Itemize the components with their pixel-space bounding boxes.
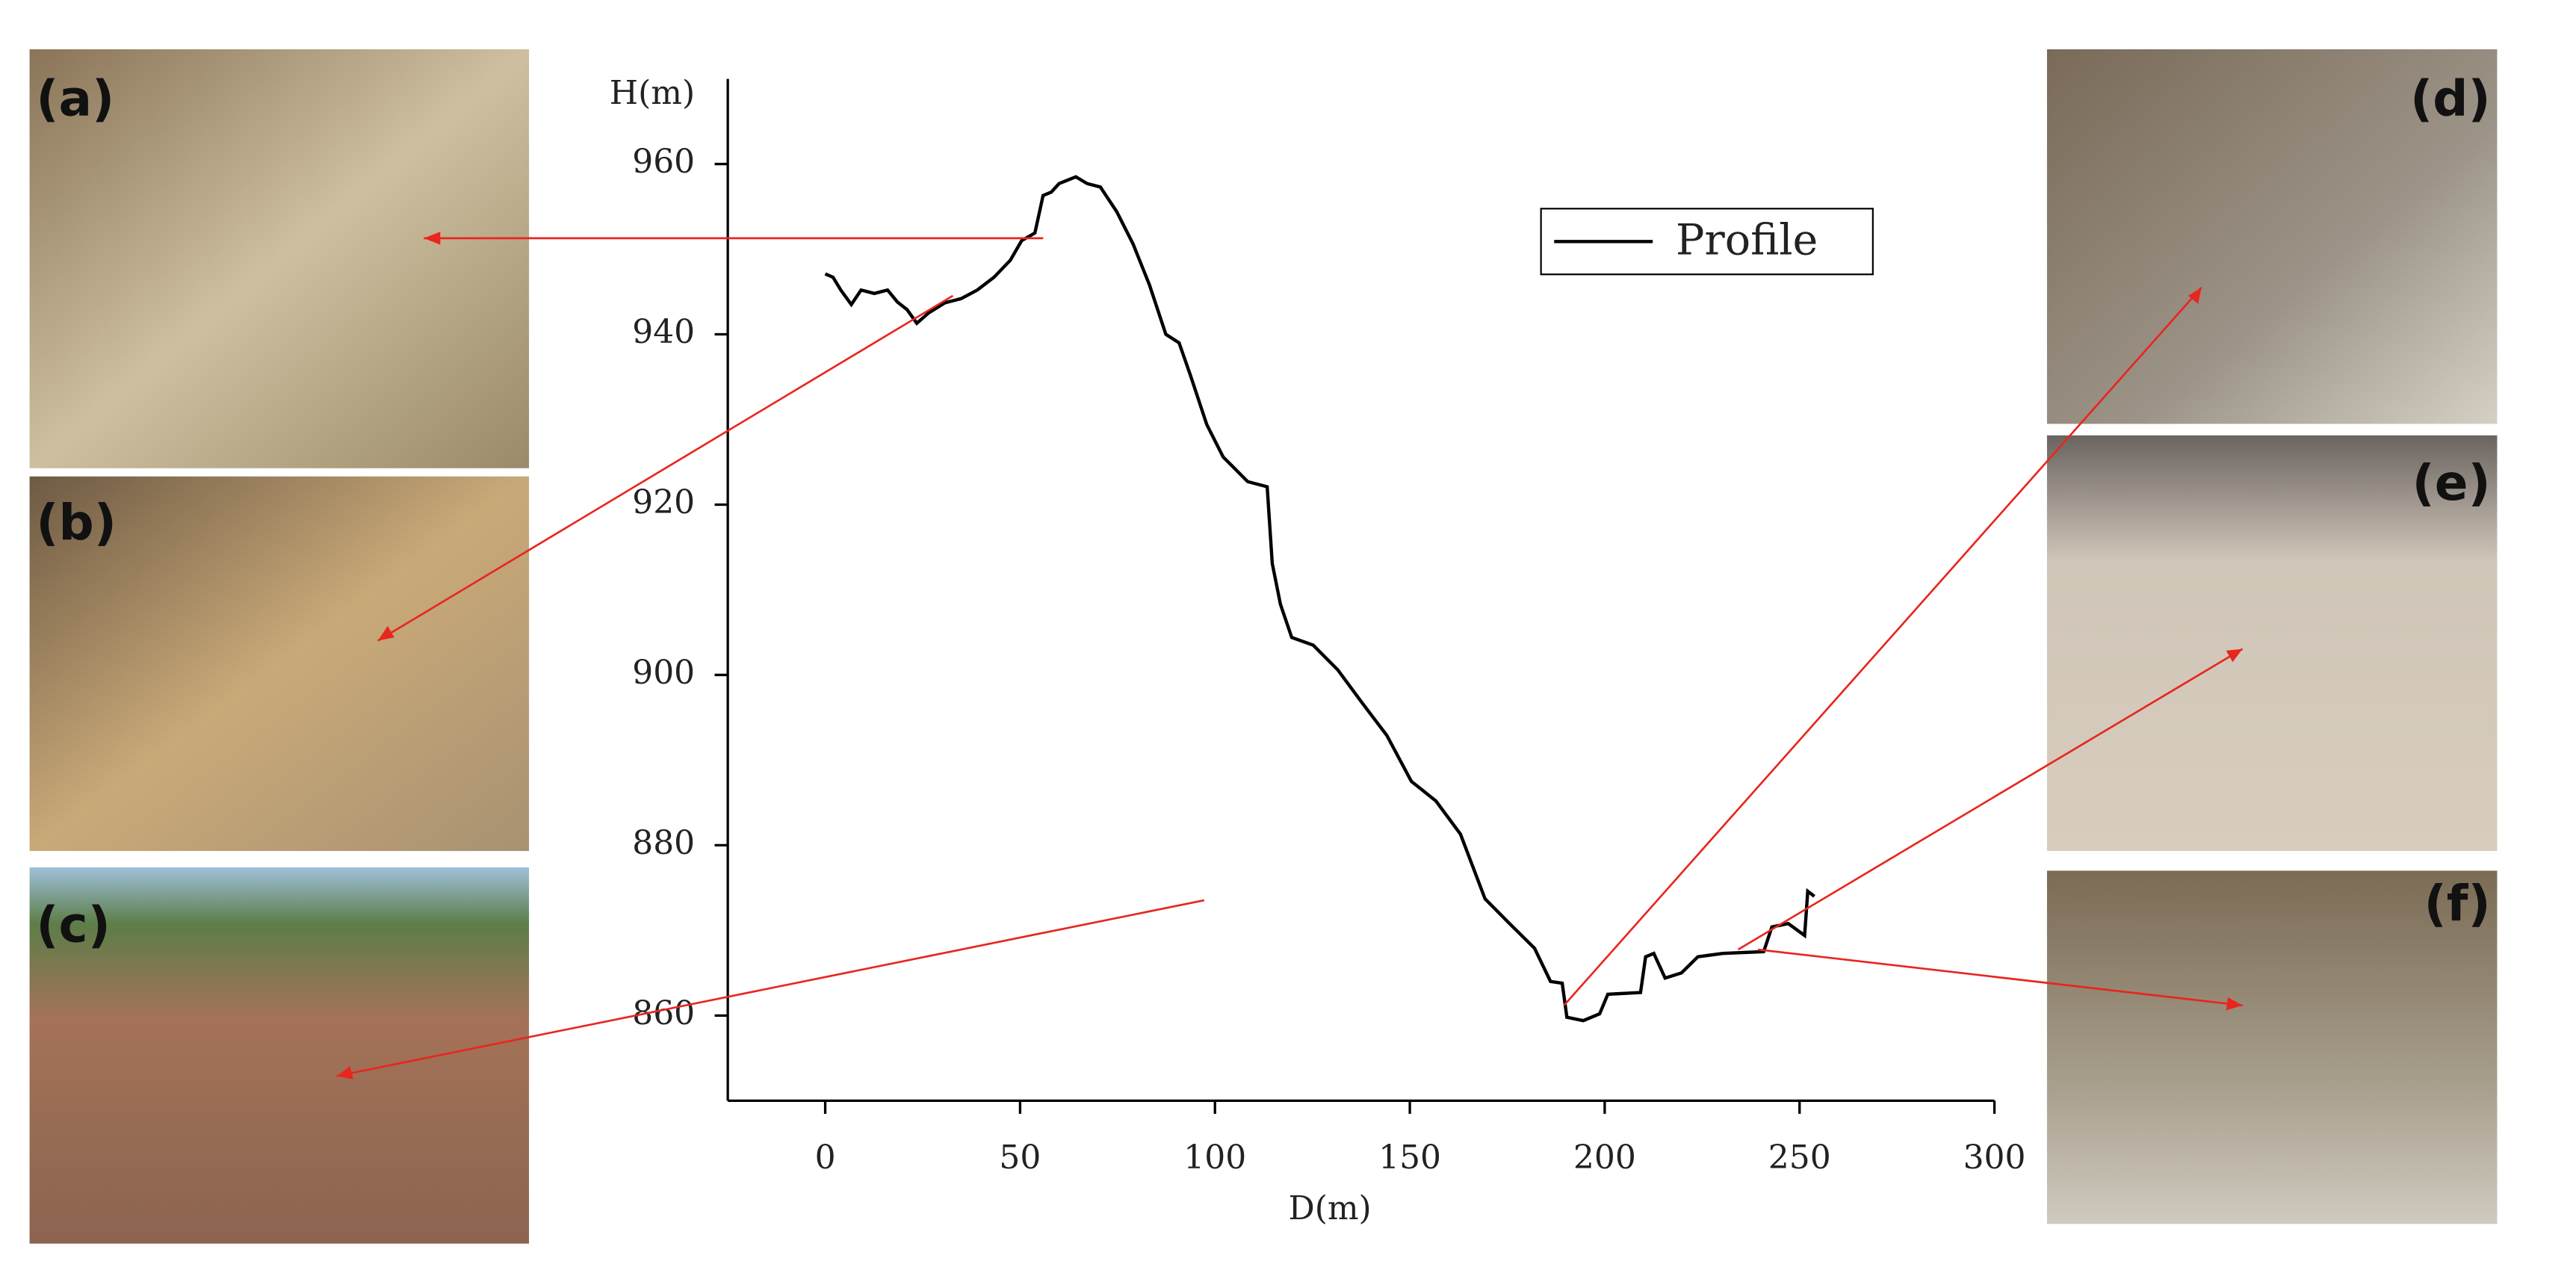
arrow [1563,286,2202,1006]
arrow [336,899,1205,1077]
profile-line [824,175,1815,1023]
x-tick-label: 150 [1378,1139,1441,1177]
y-tick-label: 920 [632,483,695,521]
photo-e [2046,435,2498,852]
legend-label: Profile [1676,215,1818,264]
x-tick-label: 100 [1183,1139,1246,1177]
y-tick-label: 900 [632,654,695,692]
photo-b [29,476,530,852]
x-tick-label: 250 [1768,1139,1831,1177]
photo-a [29,49,530,468]
x-tick-label: 300 [1963,1139,2026,1177]
y-axis-title: H(m) [610,74,695,112]
photo-label: (d) [2410,69,2491,127]
y-tick-label: 960 [632,143,695,181]
y-tick-label: 940 [632,313,695,351]
photo-label: (a) [36,69,114,127]
x-tick-label: 50 [999,1139,1041,1177]
photo-c [29,867,530,1244]
arrow-heads [336,232,2243,1080]
arrow [1737,648,2244,951]
photo-label: (f) [2424,875,2491,932]
photo-d [2046,49,2498,424]
y-tick-label: 880 [632,824,695,862]
photo-label: (c) [36,896,110,954]
photo-label: (e) [2412,454,2491,512]
arrow [1757,948,2243,1007]
photo-f [2046,870,2498,1224]
x-tick-label: 0 [815,1139,836,1177]
photo-label: (b) [36,494,117,551]
x-axis-title: D(m) [1288,1189,1371,1227]
arrows [336,232,2244,1080]
x-tick-label: 200 [1573,1139,1636,1177]
arrow [377,294,954,642]
